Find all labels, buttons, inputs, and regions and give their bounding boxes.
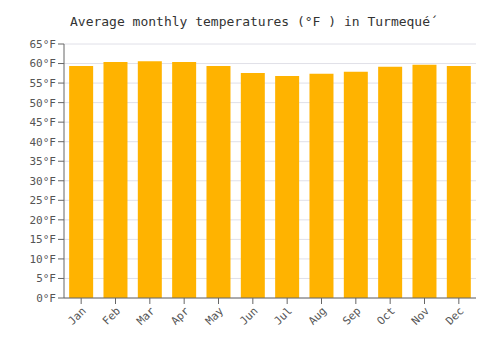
svg-text:15°F: 15°F bbox=[30, 233, 57, 246]
svg-text:Jan: Jan bbox=[66, 304, 89, 327]
svg-text:May: May bbox=[203, 304, 227, 328]
svg-text:Apr: Apr bbox=[169, 304, 193, 328]
svg-text:Aug: Aug bbox=[306, 304, 329, 327]
svg-text:60°F: 60°F bbox=[30, 57, 57, 70]
svg-text:Dec: Dec bbox=[443, 304, 466, 327]
svg-text:0°F: 0°F bbox=[36, 292, 56, 305]
svg-text:Oct: Oct bbox=[375, 304, 398, 327]
svg-text:55°F: 55°F bbox=[30, 77, 57, 90]
svg-text:35°F: 35°F bbox=[30, 155, 57, 168]
svg-text:40°F: 40°F bbox=[30, 136, 57, 149]
svg-text:Sep: Sep bbox=[340, 304, 363, 327]
svg-text:30°F: 30°F bbox=[30, 175, 57, 188]
svg-text:65°F: 65°F bbox=[30, 38, 57, 51]
svg-text:45°F: 45°F bbox=[30, 116, 57, 129]
svg-text:50°F: 50°F bbox=[30, 97, 57, 110]
svg-text:25°F: 25°F bbox=[30, 194, 57, 207]
html-text:Average monthly temperatures (: Average monthly temperatures (°F ) in Tu… bbox=[70, 14, 430, 29]
svg-text:20°F: 20°F bbox=[30, 214, 57, 227]
svg-text:Nov: Nov bbox=[409, 304, 433, 328]
svg-text:5°F: 5°F bbox=[36, 272, 56, 285]
svg-text:Feb: Feb bbox=[100, 304, 123, 327]
svg-text:Jun: Jun bbox=[237, 304, 260, 327]
svg-text:10°F: 10°F bbox=[30, 253, 57, 266]
svg-text:Mar: Mar bbox=[134, 304, 158, 328]
svg-text:Jul: Jul bbox=[272, 304, 295, 327]
